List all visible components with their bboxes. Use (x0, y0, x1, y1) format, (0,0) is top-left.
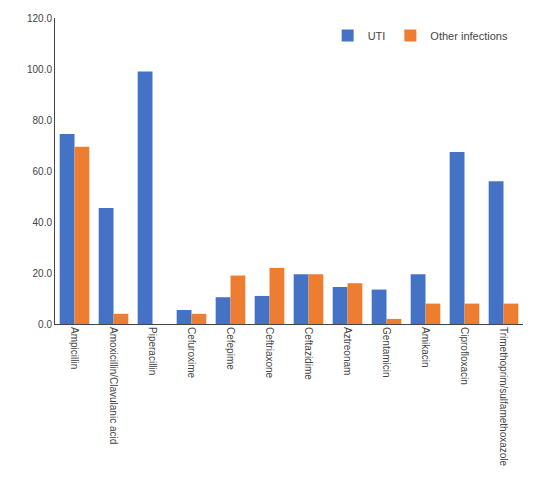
svg-text:60.0: 60.0 (33, 166, 53, 177)
svg-text:Ceftazidime: Ceftazidime (303, 327, 314, 380)
svg-text:Trimethoprim/sulfamethoxazole: Trimethoprim/sulfamethoxazole (498, 327, 509, 467)
svg-text:Amikacin: Amikacin (420, 327, 431, 368)
svg-text:100.0: 100.0 (27, 64, 52, 75)
svg-text:Cefuroxime: Cefuroxime (186, 327, 197, 379)
svg-text:Ciprofloxacin: Ciprofloxacin (459, 327, 470, 385)
svg-text:0.0: 0.0 (38, 319, 52, 330)
svg-text:Gentamicin: Gentamicin (381, 327, 392, 378)
svg-text:Ampicillin: Ampicillin (69, 327, 80, 369)
svg-text:40.0: 40.0 (33, 217, 53, 228)
svg-text:20.0: 20.0 (33, 268, 53, 279)
svg-text:Aztreonam: Aztreonam (342, 327, 353, 375)
svg-text:Ceftriaxone: Ceftriaxone (264, 327, 275, 379)
svg-text:Amoxicillin/Clavulanic acid: Amoxicillin/Clavulanic acid (108, 327, 119, 444)
svg-text:120.0: 120.0 (27, 13, 52, 24)
svg-text:Other infections: Other infections (430, 30, 508, 42)
svg-text:Cefepime: Cefepime (225, 327, 236, 370)
svg-text:UTI: UTI (368, 30, 386, 42)
svg-text:80.0: 80.0 (33, 115, 53, 126)
svg-text:Piperacillin: Piperacillin (147, 327, 158, 375)
